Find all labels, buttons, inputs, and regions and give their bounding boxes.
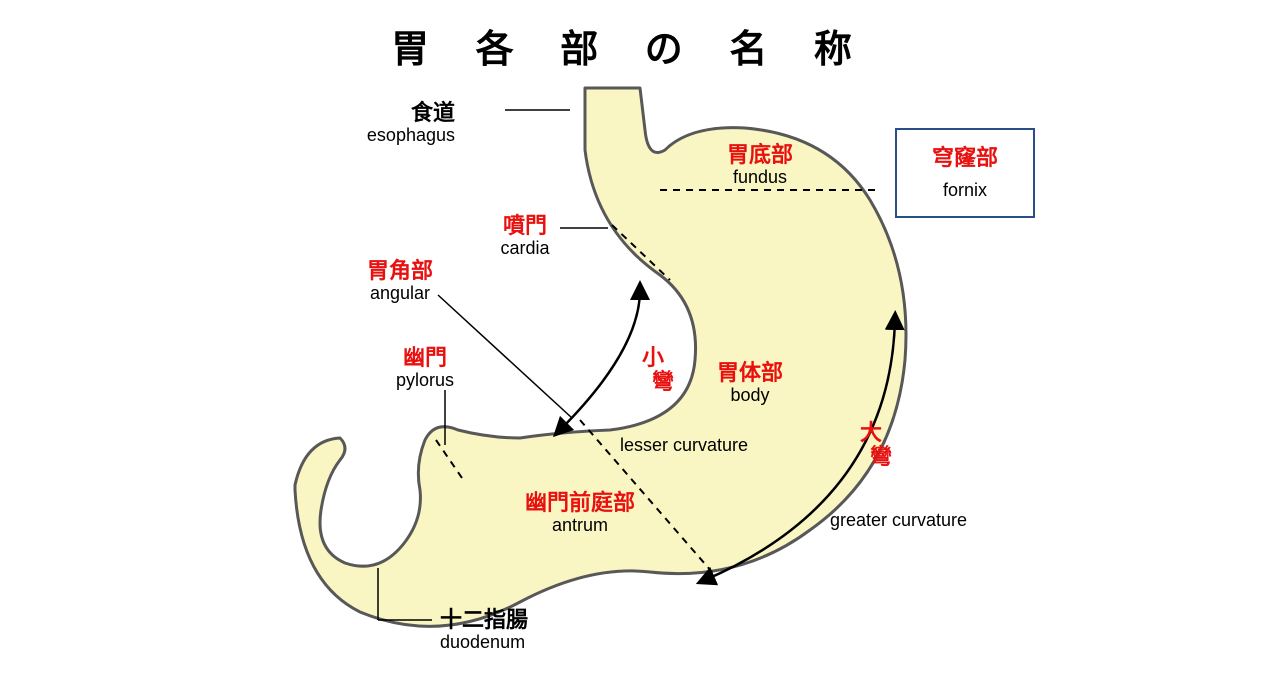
stomach-svg: 小彎大彎 <box>0 0 1261 686</box>
lesser-curvature-arrow <box>560 290 640 430</box>
label-cardia-jp: 噴門 <box>500 213 549 238</box>
label-lesser-curvature-en: lesser curvature <box>620 435 748 456</box>
label-fundus: 胃底部 fundus <box>727 142 793 188</box>
label-lesser-jp: 小彎 <box>642 345 674 394</box>
label-body: 胃体部 body <box>717 360 783 406</box>
label-fundus-en: fundus <box>727 167 793 188</box>
fornix-callout-box: 穹窿部 fornix <box>895 128 1035 218</box>
label-lesser-en: lesser curvature <box>620 435 748 456</box>
label-pylorus-en: pylorus <box>396 370 454 391</box>
label-duodenum-jp: 十二指腸 <box>440 607 528 632</box>
label-fundus-jp: 胃底部 <box>727 142 793 167</box>
label-esophagus-en: esophagus <box>367 125 455 146</box>
label-antrum-jp: 幽門前庭部 <box>525 490 635 515</box>
label-angular-en: angular <box>367 283 433 304</box>
label-duodenum-en: duodenum <box>440 632 528 653</box>
label-greater-curvature-en: greater curvature <box>830 510 967 531</box>
diagram-stage: 胃 各 部 の 名 称 小彎大彎 食道 esophagus 胃底部 fundus… <box>0 0 1261 686</box>
label-fornix-en: fornix <box>897 180 1033 201</box>
label-antrum-en: antrum <box>525 515 635 536</box>
leader-line <box>438 295 572 418</box>
label-esophagus: 食道 esophagus <box>367 100 455 146</box>
label-pylorus: 幽門 pylorus <box>396 345 454 391</box>
label-fornix-jp: 穹窿部 <box>897 140 1033 172</box>
label-cardia-en: cardia <box>500 238 549 259</box>
label-body-jp: 胃体部 <box>717 360 783 385</box>
label-body-en: body <box>717 385 783 406</box>
label-duodenum: 十二指腸 duodenum <box>440 607 528 653</box>
label-antrum: 幽門前庭部 antrum <box>525 490 635 536</box>
label-angular-jp: 胃角部 <box>367 258 433 283</box>
label-angular: 胃角部 angular <box>367 258 433 304</box>
label-cardia: 噴門 cardia <box>500 213 549 259</box>
label-greater-en: greater curvature <box>830 510 967 531</box>
stomach-outline <box>295 88 906 626</box>
label-esophagus-jp: 食道 <box>367 100 455 125</box>
label-pylorus-jp: 幽門 <box>396 345 454 370</box>
